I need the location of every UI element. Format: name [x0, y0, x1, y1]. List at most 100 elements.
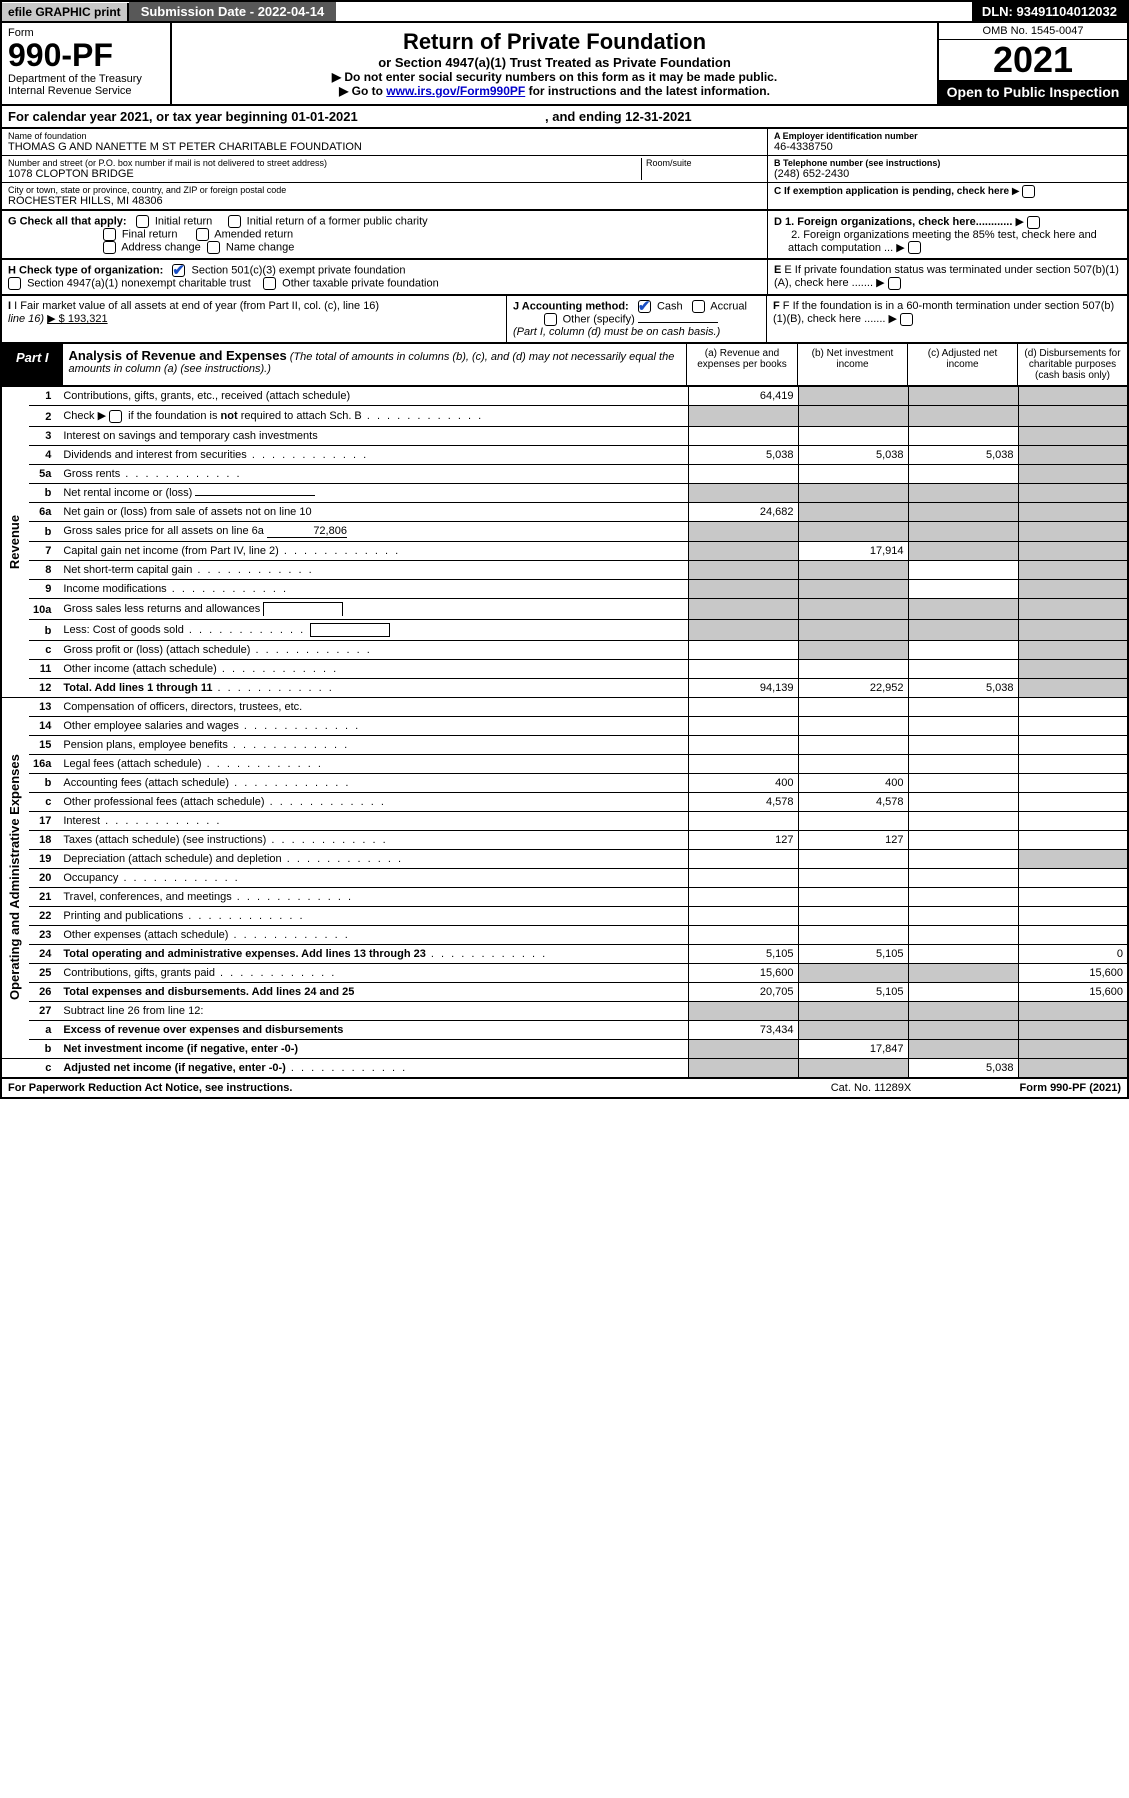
city-label: City or town, state or province, country…: [8, 185, 761, 195]
line2-desc-2: if the foundation is not required to att…: [125, 410, 362, 422]
line-desc: Gross sales price for all assets on line…: [63, 525, 264, 537]
line-desc: Net short-term capital gain: [63, 564, 192, 576]
line12-a: 94,139: [688, 678, 798, 697]
g-initial-return-checkbox[interactable]: [136, 215, 149, 228]
line-num: c: [29, 640, 59, 659]
h-501c3-checkbox[interactable]: [172, 264, 185, 277]
e-checkbox[interactable]: [888, 277, 901, 290]
line-num: b: [29, 773, 59, 792]
form-footer-label: Form 990-PF (2021): [971, 1082, 1121, 1094]
paperwork-notice: For Paperwork Reduction Act Notice, see …: [8, 1082, 771, 1094]
efile-print-button[interactable]: efile GRAPHIC print: [2, 3, 129, 21]
line-desc: Occupancy: [63, 872, 118, 884]
form-title: Return of Private Foundation: [178, 29, 931, 55]
revenue-side-label: Revenue: [1, 387, 29, 697]
dln-label: DLN: 93491104012032: [972, 2, 1127, 21]
f-checkbox[interactable]: [900, 313, 913, 326]
i-j-f-block: I I Fair market value of all assets at e…: [0, 296, 1129, 344]
calyear-begin: 01-01-2021: [291, 109, 358, 124]
line-desc: Gross rents: [63, 468, 120, 480]
line-desc: Other employee salaries and wages: [63, 720, 238, 732]
line-desc: Total expenses and disbursements. Add li…: [63, 986, 354, 998]
line25-d: 15,600: [1018, 963, 1128, 982]
g-amended-checkbox[interactable]: [196, 228, 209, 241]
line-desc: Excess of revenue over expenses and disb…: [63, 1024, 343, 1036]
line-desc: Contributions, gifts, grants paid: [63, 967, 215, 979]
line-desc: Income modifications: [63, 583, 166, 595]
col-b-header: (b) Net investment income: [797, 344, 907, 385]
line-desc: Other expenses (attach schedule): [63, 929, 228, 941]
line27a-a: 73,434: [688, 1020, 798, 1039]
arrow-icon: ▶: [1012, 186, 1020, 197]
line16b-a: 400: [688, 773, 798, 792]
line-desc: Subtract line 26 from line 12:: [59, 1001, 688, 1020]
g-opt-1: Initial return of a former public charit…: [247, 215, 428, 227]
g-initial-public-checkbox[interactable]: [228, 215, 241, 228]
g-final-return-checkbox[interactable]: [103, 228, 116, 241]
j-accrual-checkbox[interactable]: [692, 300, 705, 313]
h-4947-checkbox[interactable]: [8, 277, 21, 290]
line-desc: Printing and publications: [63, 910, 183, 922]
entity-block: Name of foundation THOMAS G AND NANETTE …: [0, 129, 1129, 211]
room-label: Room/suite: [646, 158, 761, 168]
g-opt-2: Final return: [122, 228, 178, 240]
dept-label: Department of the Treasury Internal Reve…: [8, 73, 164, 97]
page-footer: For Paperwork Reduction Act Notice, see …: [0, 1079, 1129, 1099]
line-desc: Legal fees (attach schedule): [63, 758, 201, 770]
form990pf-link[interactable]: www.irs.gov/Form990PF: [386, 84, 525, 98]
h-label: H Check type of organization:: [8, 265, 163, 277]
g-opt-4: Address change: [121, 241, 201, 253]
cat-number: Cat. No. 11289X: [771, 1082, 971, 1094]
line-desc: Net investment income (if negative, ente…: [63, 1043, 298, 1055]
line2-desc: Check ▶: [63, 410, 109, 422]
line16b-b: 400: [798, 773, 908, 792]
i-value: ▶ $ 193,321: [47, 313, 107, 325]
expenses-side-label: Operating and Administrative Expenses: [1, 697, 29, 1058]
h-other-checkbox[interactable]: [263, 277, 276, 290]
name-label: Name of foundation: [8, 131, 761, 141]
j-cash-checkbox[interactable]: [638, 300, 651, 313]
line-num: 26: [29, 982, 59, 1001]
col-d-header: (d) Disbursements for charitable purpose…: [1017, 344, 1127, 385]
schb-checkbox[interactable]: [109, 410, 122, 423]
d2-checkbox[interactable]: [908, 241, 921, 254]
g-d-block: G Check all that apply: Initial return I…: [0, 211, 1129, 260]
line-num: 4: [29, 445, 59, 464]
line-desc: Taxes (attach schedule) (see instruction…: [63, 834, 266, 846]
street-address: 1078 CLOPTON BRIDGE: [8, 168, 641, 180]
calendar-year-line: For calendar year 2021, or tax year begi…: [0, 106, 1129, 129]
j-other: Other (specify): [563, 314, 635, 326]
line-num: a: [29, 1020, 59, 1039]
line-num: b: [29, 521, 59, 541]
line-num: 20: [29, 868, 59, 887]
line6a-a: 24,682: [688, 502, 798, 521]
g-opt-5: Name change: [226, 241, 295, 253]
line-num: 17: [29, 811, 59, 830]
g-name-change-checkbox[interactable]: [207, 241, 220, 254]
line-desc: Net gain or (loss) from sale of assets n…: [59, 502, 688, 521]
j-other-checkbox[interactable]: [544, 313, 557, 326]
line-num: 14: [29, 716, 59, 735]
h-opt-2: Section 4947(a)(1) nonexempt charitable …: [27, 278, 251, 290]
open-public-badge: Open to Public Inspection: [939, 80, 1127, 104]
line-desc: Other income (attach schedule): [63, 663, 216, 675]
line-num: 2: [29, 406, 59, 427]
part1-label: Part I: [2, 344, 63, 385]
line-num: 25: [29, 963, 59, 982]
note2-post: for instructions and the latest informat…: [525, 84, 770, 98]
line-num: 13: [29, 697, 59, 716]
line-desc: Travel, conferences, and meetings: [63, 891, 231, 903]
line6b-inline: 72,806: [267, 525, 347, 538]
line4-c: 5,038: [908, 445, 1018, 464]
city-state-zip: ROCHESTER HILLS, MI 48306: [8, 195, 761, 207]
line-desc: Total operating and administrative expen…: [63, 948, 425, 960]
line-num: 16a: [29, 754, 59, 773]
form-header: Form 990-PF Department of the Treasury I…: [0, 23, 1129, 106]
line-desc: Depreciation (attach schedule) and deple…: [63, 853, 281, 865]
line-num: b: [29, 483, 59, 502]
d1-checkbox[interactable]: [1027, 216, 1040, 229]
d2-label: 2. Foreign organizations meeting the 85%…: [788, 229, 1097, 254]
c-checkbox[interactable]: [1022, 185, 1035, 198]
line-num: 12: [29, 678, 59, 697]
g-address-change-checkbox[interactable]: [103, 241, 116, 254]
